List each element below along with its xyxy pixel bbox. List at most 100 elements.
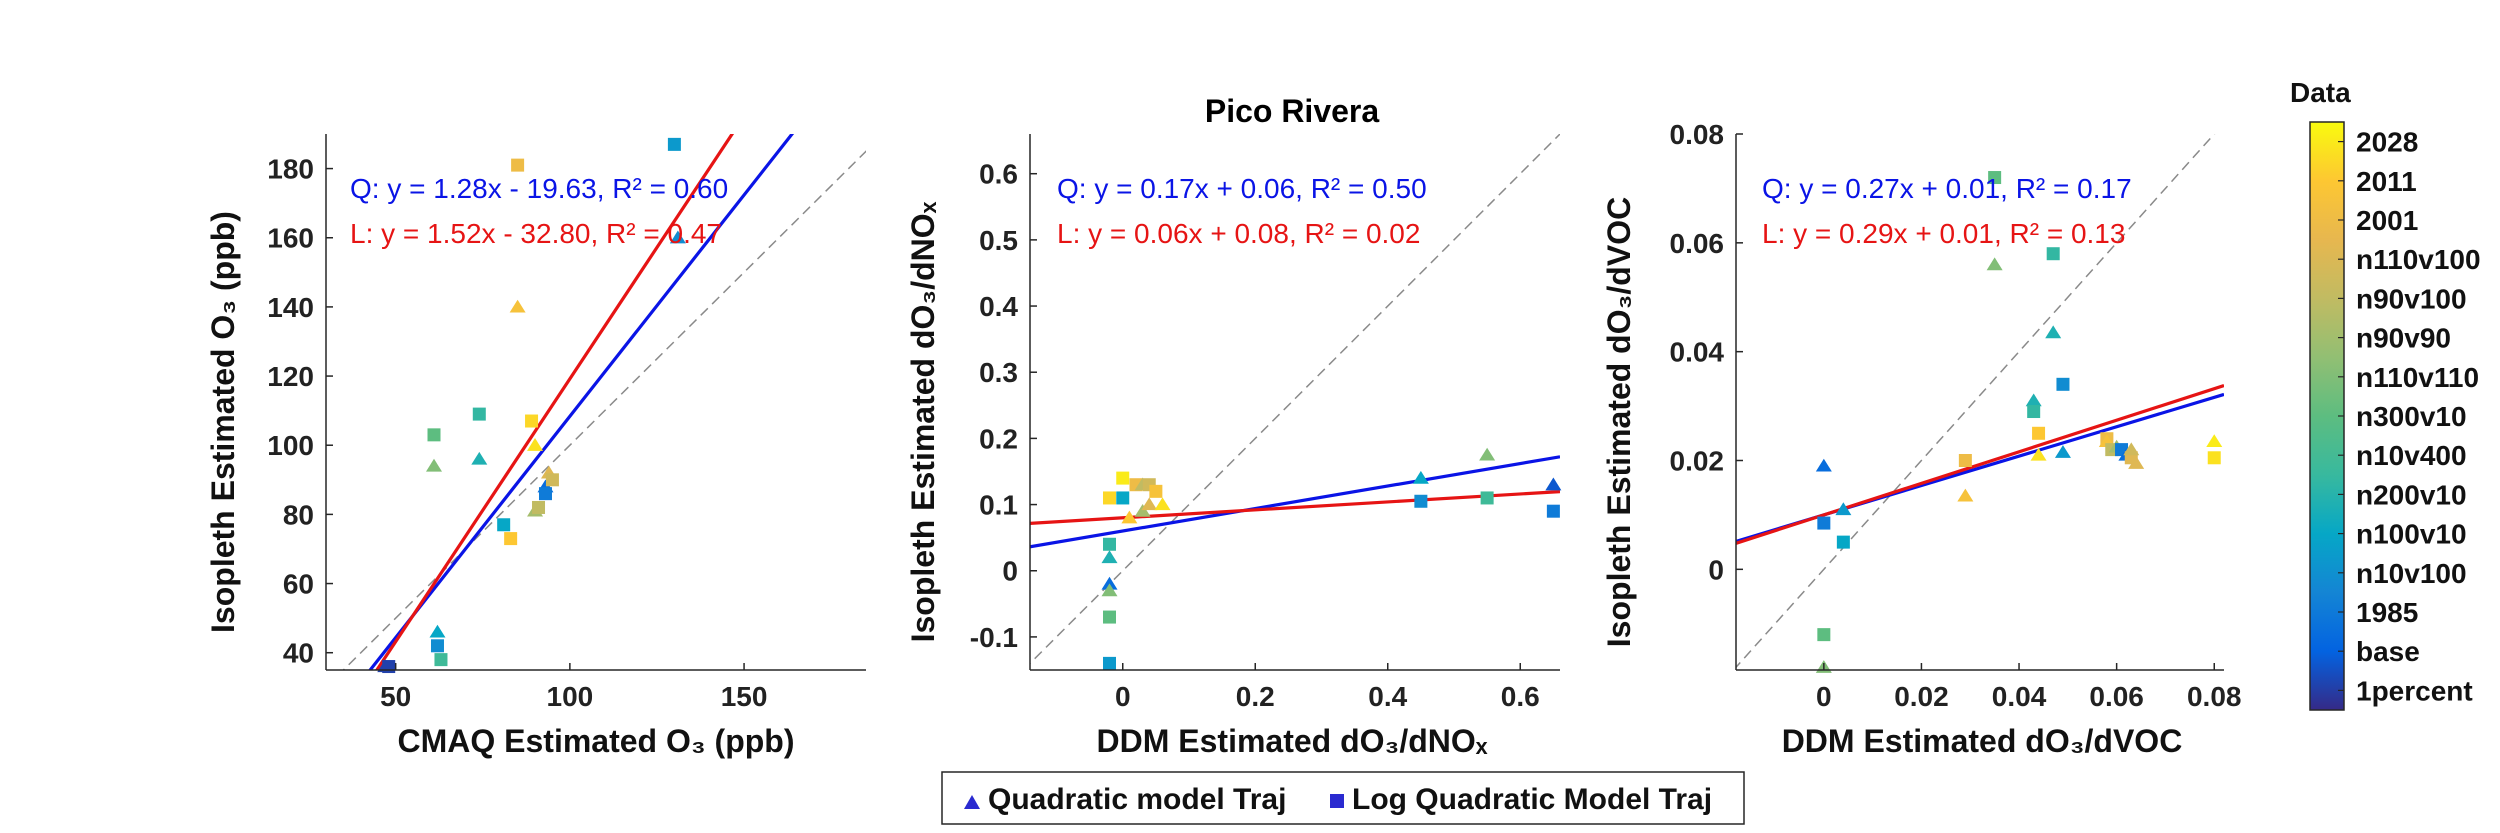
colorbar-category-label: n200v10 [2356,479,2467,510]
data-point-square [532,500,546,514]
panel-dnox-log-fit-line [1030,490,1560,525]
data-point-triangle [2054,445,2071,458]
panel-dvoc-ylabel: Isopleth Estimated dO₃/dVOC [1601,197,1637,647]
data-point-triangle [1101,576,1118,590]
data-point-square [2032,426,2046,440]
colorbar-labels: 2028 2011 2001 n110v100 n90v100 n90v90 n110v11… [2338,127,2481,706]
y-tick-label: -0.1 [970,622,1018,653]
x-tick-label: 0.2 [1236,681,1275,712]
y-tick-label: 0.2 [979,423,1018,454]
data-point-square [1836,535,1850,549]
y-tick-label: 60 [283,569,314,600]
data-point-triangle [1101,550,1118,564]
colorbar-category-label: 2011 [2356,166,2417,197]
data-point-triangle [2206,434,2223,448]
y-tick-label: 0 [1708,554,1724,585]
colorbar-category-label: n10v400 [2356,440,2467,471]
colorbar-category-label: n110v100 [2356,244,2481,275]
data-point-triangle [1141,497,1158,511]
x-tick-label: 0 [1115,681,1131,712]
legend-square-marker [1330,794,1344,808]
legend: Quadratic model Traj Log Quadratic Model… [941,771,1745,825]
panel-dnox-ylabel: Isopleth Estimated dO₃/dNOₓ [905,201,941,642]
y-tick-label: 80 [283,499,314,530]
y-tick-label: 0.4 [979,291,1018,322]
data-point-triangle [1412,470,1429,484]
data-point-square [511,158,525,172]
data-point-square [1958,453,1972,467]
colorbar-category-label: 1percent [2356,675,2473,706]
legend-triangle-marker [964,795,980,809]
panel-dnox-xlabel: DDM Estimated dO₃/dNOₓ [1097,723,1488,759]
y-tick-label: 0.06 [1670,228,1725,259]
data-point-square [430,639,444,653]
y-tick-label: 0.6 [979,159,1018,190]
data-point-square [1116,491,1130,505]
data-point-square [1817,516,1831,530]
y-tick-label: 100 [267,430,314,461]
data-point-triangle [509,299,526,313]
y-tick-label: 0.02 [1670,445,1725,476]
data-point-triangle [1101,583,1118,597]
data-point-triangle [1154,497,1171,511]
colorbar-title: Data [2290,77,2351,108]
data-point-triangle [1121,510,1138,524]
data-point-square [545,473,559,487]
panel-dvoc-log-equation: L: y = 0.29x + 0.01, R² = 0.13 [1762,218,2125,249]
colorbar-category-label: 2028 [2356,127,2418,158]
panel-dnox-log-equation: L: y = 0.06x + 0.08, R² = 0.02 [1057,218,1420,249]
data-point-triangle [1835,502,1852,516]
data-point-square [1103,610,1116,624]
data-point-triangle [1134,503,1151,517]
data-point-triangle [1815,458,1832,472]
data-point-square [667,137,681,151]
y-tick-label: 0.5 [979,225,1018,256]
data-point-square [2046,247,2060,261]
data-point-triangle [471,451,488,465]
data-point-square [2207,451,2221,465]
colorbar-category-label: n110v110 [2356,362,2479,393]
data-point-triangle [2030,447,2047,461]
data-point-square [1546,504,1560,518]
panel-o3-plot: 50 100 150 40 60 80 100 120 140 160 180 [267,134,866,712]
data-point-square [504,532,518,546]
data-point-square [1116,471,1130,485]
data-point-triangle [669,230,686,244]
x-tick-label: 150 [721,681,768,712]
colorbar-category-label: base [2356,636,2420,667]
panel-o3-log-fit-line [374,134,735,670]
data-point-triangle [1545,477,1562,491]
panel-o3-xlabel: CMAQ Estimated O₃ (ppb) [397,723,794,759]
x-tick-label: 100 [547,681,594,712]
panel-o3-identity-line [342,150,866,670]
colorbar-category-label: 1985 [2356,597,2418,628]
data-point-square [1103,491,1116,505]
x-tick-label: 0.6 [1501,681,1540,712]
panel-dvoc-quadratic-equation: Q: y = 0.27x + 0.01, R² = 0.17 [1762,173,2132,204]
colorbar-category-label: n90v100 [2356,283,2467,314]
data-point-triangle [2128,456,2145,469]
x-tick-label: 0.4 [1368,681,1407,712]
y-tick-label: 0 [1002,556,1018,587]
data-point-triangle [2025,393,2042,407]
data-point-triangle [429,624,446,638]
data-point-triangle [527,438,544,451]
x-tick-label: 0.02 [1894,681,1949,712]
x-tick-label: 0 [1816,681,1832,712]
colorbar-category-label: n10v100 [2356,558,2467,589]
panel-o3-quadratic-equation: Q: y = 1.28x - 19.63, R² = 0.60 [350,173,728,204]
data-point-square [1149,484,1163,498]
y-tick-label: 40 [283,638,314,669]
x-tick-label: 50 [380,681,411,712]
data-point-triangle [1957,488,1974,502]
data-point-square [1988,171,2002,185]
data-point-square [1480,491,1494,505]
panel-o3: 50 100 150 40 60 80 100 120 140 160 180 CMAQ Estim… [205,134,866,759]
y-tick-label: 140 [267,292,314,323]
data-point-triangle [2045,325,2062,339]
y-tick-label: 0.3 [979,357,1018,388]
colorbar-category-label: n90v90 [2356,323,2451,354]
colorbar: Data 2028 2011 2001 n110v100 n90v100 n90v90 n1… [2290,77,2481,711]
panel-dnox-identity-line [1030,134,1560,665]
